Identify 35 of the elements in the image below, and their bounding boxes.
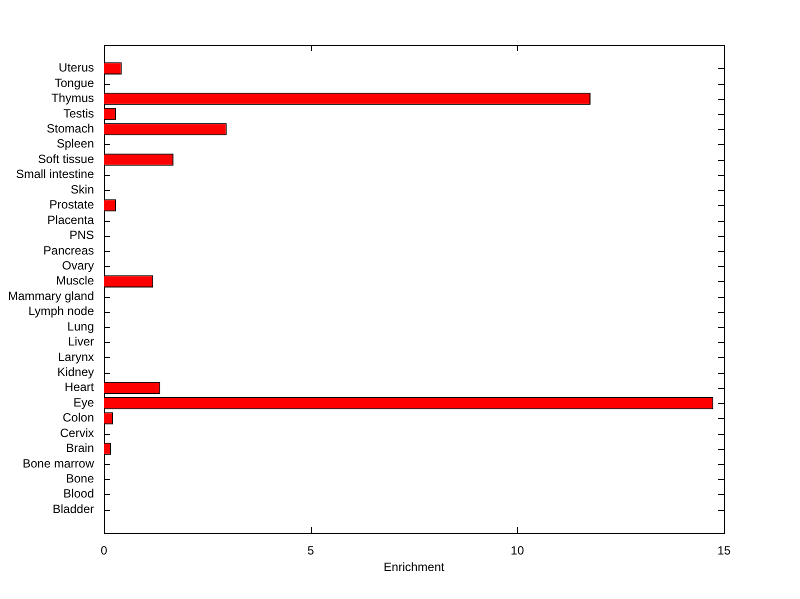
- y-tick-label: Bone marrow: [22, 456, 94, 470]
- y-tick-label: Eye: [73, 395, 94, 410]
- y-tick-label: Placenta: [47, 212, 94, 227]
- y-tick-label: Muscle: [56, 274, 94, 288]
- y-tick-label: Tongue: [54, 76, 94, 90]
- y-tick-label: Heart: [64, 380, 95, 394]
- y-tick-label: Blood: [63, 486, 94, 501]
- y-tick-label: Prostate: [49, 198, 94, 212]
- y-tick-label: Lymph node: [28, 304, 94, 318]
- y-tick-label: Liver: [68, 334, 94, 349]
- y-tick-label: Bone: [66, 472, 94, 486]
- y-tick-label: Thymus: [51, 91, 94, 106]
- x-tick-label: 15: [717, 544, 731, 558]
- y-tick-label: Testis: [63, 106, 94, 120]
- x-axis-title: Enrichment: [384, 560, 446, 574]
- x-tick-label: 5: [307, 544, 314, 558]
- x-tick-label: 10: [510, 544, 524, 558]
- x-tick-label: 0: [100, 544, 108, 558]
- y-tick-label: Stomach: [46, 122, 94, 136]
- y-tick-label: Pancreas: [43, 243, 94, 258]
- y-tick-label: Larynx: [58, 350, 94, 364]
- y-tick-label: Soft tissue: [38, 152, 94, 166]
- y-tick-label: Bladder: [52, 502, 94, 516]
- y-tick-label: Spleen: [56, 136, 94, 151]
- y-tick-label: Brain: [66, 441, 94, 456]
- y-tick-label: PNS: [69, 228, 94, 242]
- y-tick-label: Uterus: [58, 60, 94, 75]
- y-tick-label: Cervix: [60, 426, 94, 440]
- y-tick-label: Kidney: [57, 365, 94, 380]
- y-tick-label: Lung: [67, 319, 94, 334]
- y-tick-label: Ovary: [62, 258, 94, 272]
- y-tick-label: Small intestine: [16, 167, 94, 182]
- y-tick-label: Mammary gland: [8, 288, 94, 303]
- y-tick-label: Colon: [62, 410, 94, 425]
- y-tick-label: Skin: [70, 182, 94, 196]
